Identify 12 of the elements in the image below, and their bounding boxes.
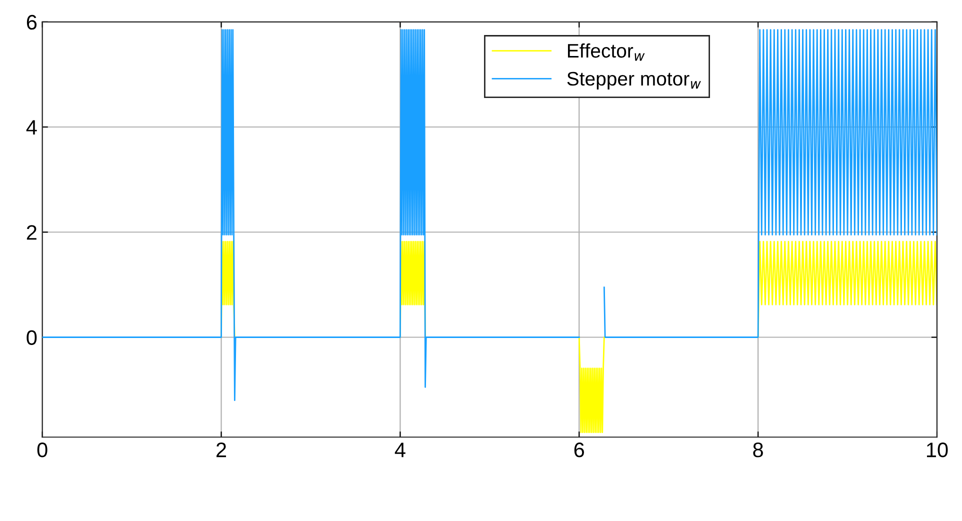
x-tick-label: 2	[216, 442, 226, 458]
x-tick-label: 8	[753, 442, 763, 458]
x-tick-label: 10	[926, 442, 948, 458]
legend-label: Stepper motor$_{w}$	[567, 72, 701, 90]
x-tick-label: 0	[37, 442, 48, 458]
y-tick-label: 4	[26, 120, 37, 135]
y-tick-label: 0	[26, 330, 37, 346]
x-tick-label: 6	[574, 442, 584, 458]
legend-label: Effector$_{w}$	[568, 43, 645, 61]
y-tick-label: 2	[26, 225, 36, 240]
y-tick-label: 6	[26, 14, 37, 30]
x-tick-label: 4	[394, 442, 406, 458]
